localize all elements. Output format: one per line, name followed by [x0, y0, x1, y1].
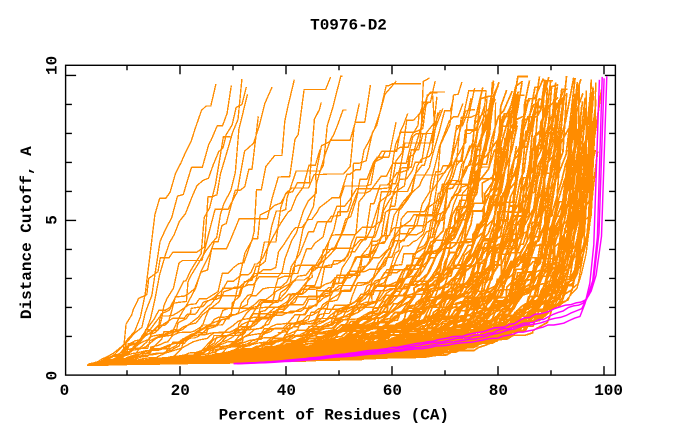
svg-text:0: 0 [60, 382, 70, 400]
svg-text:100: 100 [594, 382, 623, 400]
svg-text:5: 5 [44, 215, 62, 225]
svg-text:60: 60 [383, 382, 402, 400]
svg-text:Distance Cutoff, A: Distance Cutoff, A [18, 146, 36, 319]
svg-text:80: 80 [489, 382, 508, 400]
svg-text:T0976-D2: T0976-D2 [310, 17, 387, 35]
svg-text:10: 10 [44, 56, 62, 75]
svg-text:20: 20 [171, 382, 190, 400]
svg-text:40: 40 [277, 382, 296, 400]
svg-text:0: 0 [44, 371, 62, 381]
svg-text:Percent of Residues (CA): Percent of Residues (CA) [219, 407, 449, 425]
